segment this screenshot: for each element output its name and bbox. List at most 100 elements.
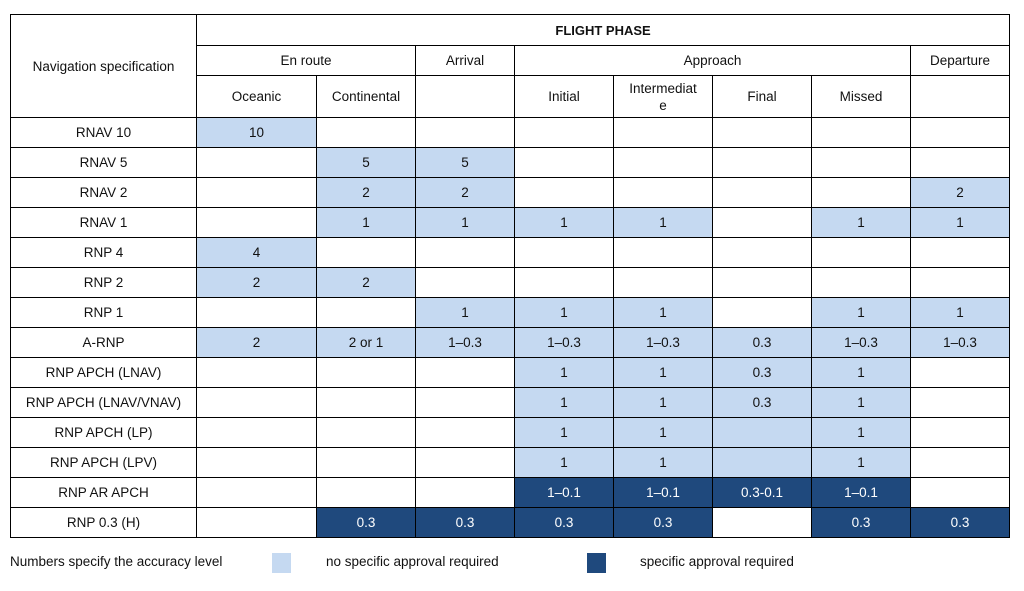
table-cell [613,177,713,208]
col-departure-header [909,75,1011,118]
table-cell [811,147,911,178]
table-cell: 1 [613,447,713,478]
group-departure: Departure [909,45,1011,76]
table-cell [196,357,317,388]
table-cell [712,297,812,328]
table-cell: 1 [415,297,515,328]
table-cell: 0.3 [613,507,713,538]
table-cell [514,177,614,208]
nav-spec-name: RNP 2 [10,267,197,298]
table-cell [613,237,713,268]
table-cell [811,177,911,208]
table-cell: 2 or 1 [316,327,416,358]
table-cell: 1–0.3 [415,327,515,358]
legend-approval-label: specific approval required [640,554,794,569]
table-cell [316,237,416,268]
nav-spec-name: RNAV 10 [10,117,197,148]
table-cell [712,507,812,538]
table-cell [316,357,416,388]
table-cell [316,447,416,478]
flight-phase-table: Navigation specification FLIGHT PHASE En… [10,14,1011,538]
nav-spec-name: RNP APCH (LPV) [10,447,197,478]
table-cell [196,447,317,478]
legend-no-approval-label: no specific approval required [326,554,499,569]
table-cell: 1 [909,297,1011,328]
table-cell: 2 [415,177,515,208]
table-cell [415,267,515,298]
table-cell: 1–0.1 [613,477,713,508]
table-cell [196,297,317,328]
table-cell [415,237,515,268]
table-cell: 1 [909,207,1011,238]
table-cell [613,117,713,148]
nav-spec-name: RNP 0.3 (H) [10,507,197,538]
table-cell: 1 [613,357,713,388]
table-cell [909,477,1011,508]
table-cell: 2 [196,267,317,298]
table-cell [909,267,1011,298]
legend-accuracy-note: Numbers specify the accuracy level [10,554,223,569]
col-initial-header: Initial [514,75,614,118]
table-cell [613,267,713,298]
table-cell: 1–0.3 [613,327,713,358]
legend-light-swatch [272,553,291,573]
table-cell [196,387,317,418]
table-cell [909,447,1011,478]
table-cell: 1 [811,387,911,418]
table-cell [415,417,515,448]
table-row: RNAV 10 10 [10,117,1011,148]
table-cell: 1 [811,417,911,448]
table-row: RNP APCH (LNAV) 1 1 0.3 1 [10,357,1011,388]
table-cell: 0.3 [811,507,911,538]
col-intermediate-header: Intermediat e [613,75,713,118]
group-en-route: En route [196,45,416,76]
table-cell: 0.3 [415,507,515,538]
table-cell: 1–0.1 [811,477,911,508]
table-cell [909,417,1011,448]
table-row: A-RNP 2 2 or 1 1–0.3 1–0.3 1–0.3 0.3 1–0.3 1–0.3 [10,327,1011,358]
table-cell [316,477,416,508]
navigation-specification-header: Navigation specification [10,14,197,118]
table-cell: 1 [514,207,614,238]
table-cell: 1 [613,387,713,418]
table-row: RNP APCH (LNAV/VNAV) 1 1 0.3 1 [10,387,1011,418]
table-row: RNP APCH (LPV) 1 1 1 [10,447,1011,478]
table-cell: 2 [909,177,1011,208]
table-cell: 5 [316,147,416,178]
table-cell [316,417,416,448]
nav-spec-name: RNP APCH (LNAV) [10,357,197,388]
nav-spec-name: RNP AR APCH [10,477,197,508]
table-cell: 0.3 [712,357,812,388]
table-cell [811,237,911,268]
table-cell [613,147,713,178]
nav-spec-name: RNP APCH (LNAV/VNAV) [10,387,197,418]
table-cell [712,177,812,208]
table-cell [415,447,515,478]
col-continental-header: Continental [316,75,416,118]
table-cell: 1–0.3 [909,327,1011,358]
table-cell [909,147,1011,178]
table-cell: 1 [811,207,911,238]
table-cell: 1 [514,447,614,478]
nav-spec-name: A-RNP [10,327,197,358]
table-cell: 0.3 [909,507,1011,538]
table-cell [316,297,416,328]
table-cell [514,237,614,268]
nav-spec-name: RNP APCH (LP) [10,417,197,448]
col-oceanic-header: Oceanic [196,75,317,118]
table-cell [712,447,812,478]
table-cell [415,477,515,508]
table-cell [712,237,812,268]
table-cell [514,147,614,178]
table-cell: 1 [613,207,713,238]
table-cell [415,117,515,148]
nav-spec-name: RNP 1 [10,297,197,328]
table-cell [196,507,317,538]
legend-dark-swatch [587,553,606,573]
col-final-header: Final [712,75,812,118]
col-missed-header: Missed [811,75,911,118]
table-cell [811,117,911,148]
